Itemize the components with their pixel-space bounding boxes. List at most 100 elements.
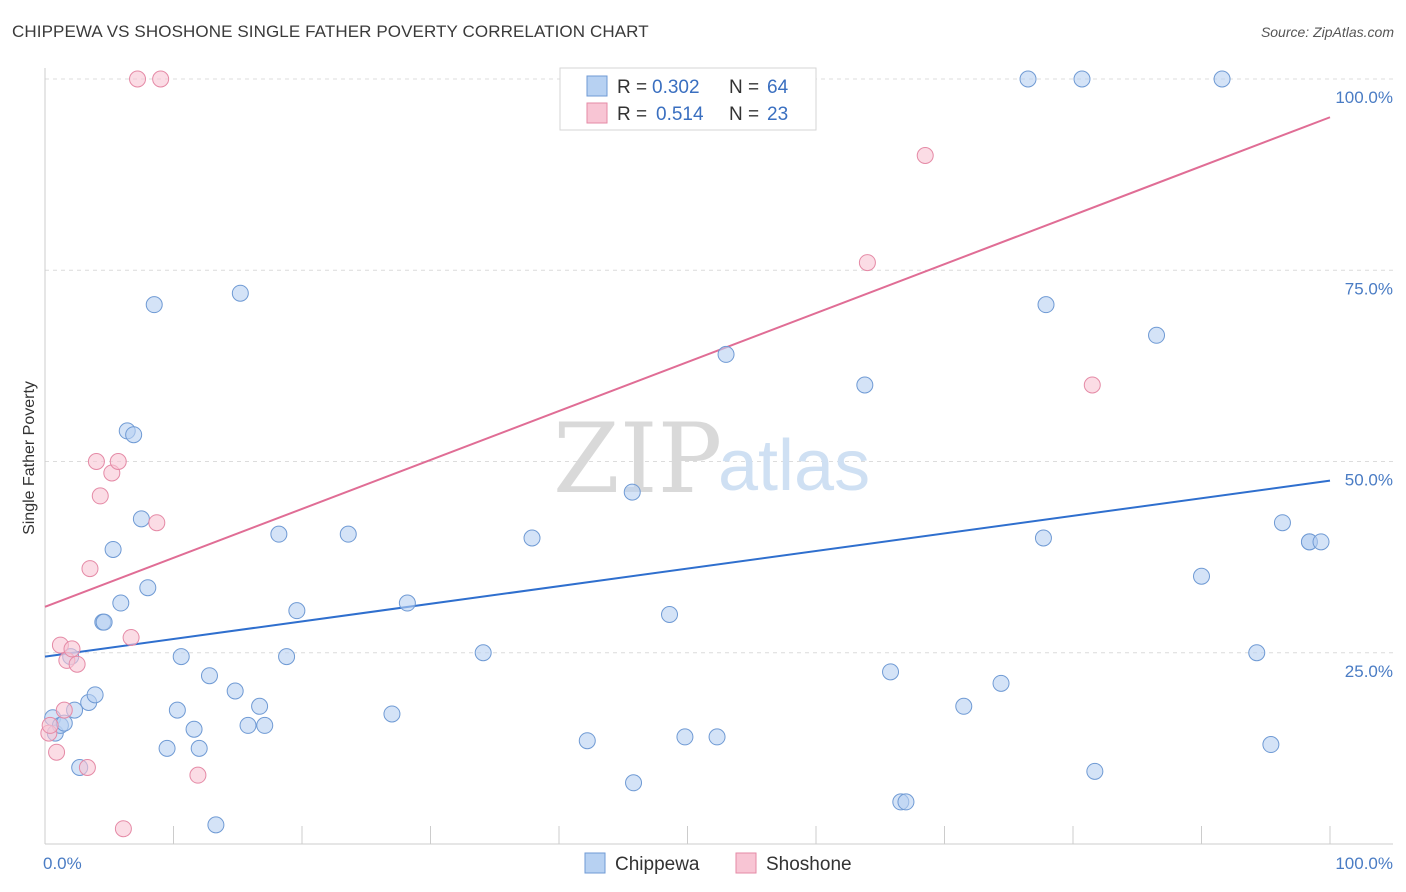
legend-r-value-chippewa: 0.302 xyxy=(652,77,700,98)
series-legend: Chippewa Shoshone xyxy=(584,852,852,875)
point-chippewa xyxy=(398,594,416,612)
point-shoshone xyxy=(78,759,96,776)
point-chippewa xyxy=(474,644,492,662)
point-chippewa xyxy=(661,606,679,623)
point-chippewa xyxy=(226,682,244,700)
point-shoshone xyxy=(48,743,66,761)
x-tick-label: 100.0% xyxy=(1335,854,1393,873)
point-shoshone xyxy=(109,453,127,470)
point-chippewa xyxy=(1034,529,1052,547)
point-chippewa xyxy=(1086,762,1104,780)
point-shoshone xyxy=(87,453,105,470)
point-chippewa xyxy=(104,540,122,558)
legend-n-value-shoshone: 23 xyxy=(767,104,788,125)
point-shoshone xyxy=(55,701,73,719)
point-chippewa xyxy=(145,296,163,314)
trend-line-chippewa xyxy=(44,479,1331,658)
point-chippewa xyxy=(383,705,401,723)
watermark-atlas: atlas xyxy=(718,426,870,506)
point-chippewa xyxy=(882,663,900,681)
point-chippewa xyxy=(132,510,150,528)
point-chippewa xyxy=(676,728,694,746)
trend-line-shoshone xyxy=(44,116,1331,608)
point-chippewa xyxy=(717,345,735,363)
point-chippewa xyxy=(523,529,541,547)
x-tick-label: 0.0% xyxy=(43,854,82,873)
point-chippewa xyxy=(1148,326,1166,344)
legend-r-value-shoshone: 0.514 xyxy=(656,104,704,125)
legend-swatch-shoshone xyxy=(735,852,757,874)
point-shoshone xyxy=(129,70,147,88)
legend-n-label: N = xyxy=(729,104,759,125)
legend-r-label: R = xyxy=(617,77,647,98)
point-chippewa xyxy=(578,732,596,750)
point-chippewa xyxy=(278,648,296,666)
point-shoshone xyxy=(63,640,81,658)
gridlines xyxy=(45,78,1393,654)
point-shoshone xyxy=(81,560,99,578)
point-chippewa xyxy=(231,284,249,302)
point-chippewa xyxy=(856,376,874,394)
point-shoshone xyxy=(91,487,109,505)
point-shoshone xyxy=(68,655,86,673)
legend-r-label: R = xyxy=(617,104,647,125)
point-chippewa xyxy=(1193,567,1210,585)
point-chippewa xyxy=(168,701,186,719)
point-chippewa xyxy=(256,716,274,734)
point-chippewa xyxy=(158,739,176,757)
point-chippewa xyxy=(1262,736,1280,754)
point-chippewa xyxy=(625,774,643,792)
point-shoshone xyxy=(122,628,140,646)
data-points xyxy=(40,70,1330,838)
point-shoshone xyxy=(189,766,207,784)
point-chippewa xyxy=(339,525,357,543)
point-shoshone xyxy=(148,514,166,532)
point-shoshone xyxy=(152,70,170,88)
point-shoshone xyxy=(916,147,934,164)
point-chippewa xyxy=(1073,70,1091,88)
legend-n-value-chippewa: 64 xyxy=(767,77,789,98)
point-chippewa xyxy=(270,525,288,543)
legend-label-shoshone: Shoshone xyxy=(766,854,852,875)
point-chippewa xyxy=(95,613,113,631)
point-chippewa xyxy=(708,728,726,746)
legend-swatch-shoshone xyxy=(586,102,608,124)
point-chippewa xyxy=(955,697,973,715)
point-chippewa xyxy=(251,697,269,715)
point-chippewa xyxy=(1213,70,1231,88)
point-chippewa xyxy=(1248,644,1266,662)
point-chippewa xyxy=(207,816,225,834)
chart-title: CHIPPEWA VS SHOSHONE SINGLE FATHER POVER… xyxy=(12,22,649,41)
legend-n-label: N = xyxy=(729,77,759,98)
point-chippewa xyxy=(200,667,218,685)
point-shoshone xyxy=(114,820,132,838)
legend-swatch-chippewa xyxy=(584,852,606,874)
legend-swatch-chippewa xyxy=(586,75,608,97)
point-chippewa xyxy=(185,720,203,738)
y-axis-label: Single Father Poverty xyxy=(21,381,38,535)
stats-legend: R = 0.302 N = 64 R = 0.514 N = 23 xyxy=(559,67,817,131)
point-chippewa xyxy=(1019,70,1037,88)
legend-label-chippewa: Chippewa xyxy=(615,854,700,875)
y-tick-label: 75.0% xyxy=(1345,279,1393,298)
y-tick-label: 25.0% xyxy=(1345,662,1393,681)
point-chippewa xyxy=(1273,514,1291,532)
source-label: Source: ZipAtlas.com xyxy=(1260,24,1394,40)
y-tick-label: 100.0% xyxy=(1335,88,1393,107)
point-chippewa xyxy=(1312,533,1330,551)
trend-lines xyxy=(44,116,1331,658)
point-chippewa xyxy=(125,426,143,444)
point-chippewa xyxy=(112,594,130,612)
point-chippewa xyxy=(139,579,157,597)
y-tick-label: 50.0% xyxy=(1345,471,1393,490)
point-chippewa xyxy=(992,674,1010,692)
point-chippewa xyxy=(623,483,641,501)
point-chippewa xyxy=(897,793,915,811)
point-chippewa xyxy=(86,686,104,704)
point-shoshone xyxy=(1083,376,1101,394)
point-chippewa xyxy=(288,602,306,620)
tick-labels: 25.0% 50.0% 75.0% 100.0% 0.0% 100.0% xyxy=(43,88,1393,873)
point-shoshone xyxy=(41,716,59,734)
point-chippewa xyxy=(1037,296,1055,314)
